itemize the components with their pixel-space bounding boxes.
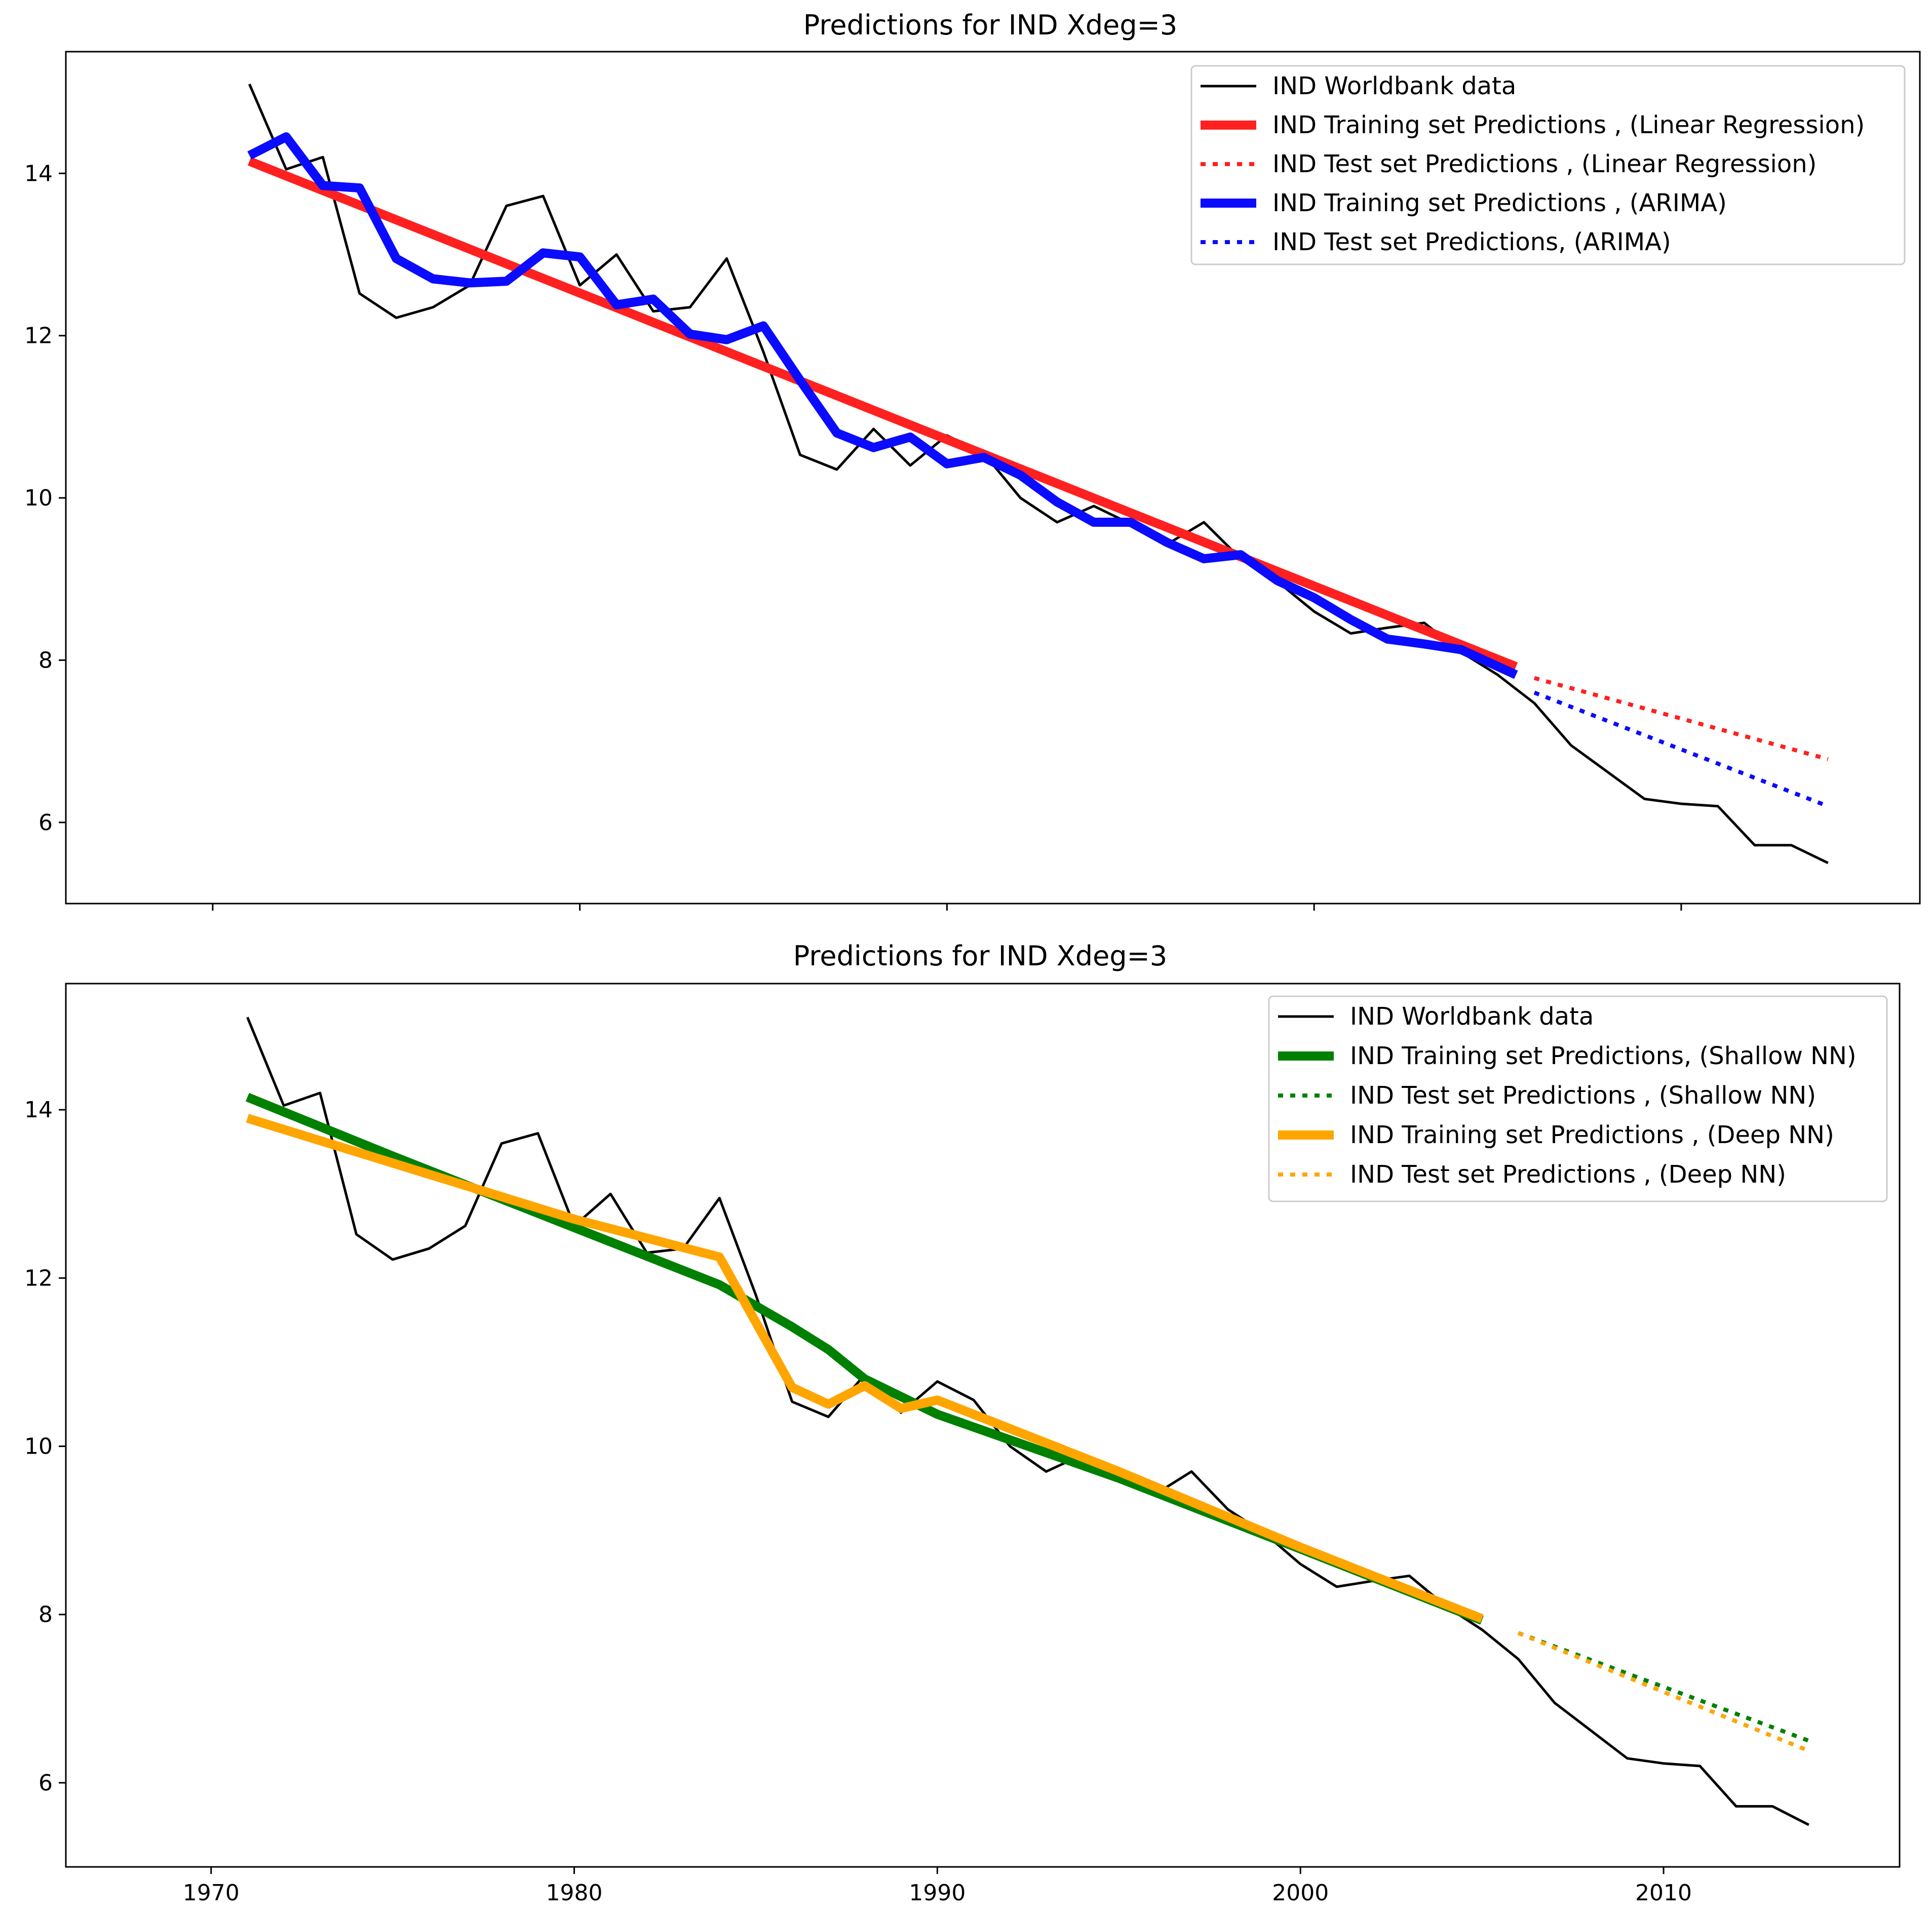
- legend-label-0: IND Worldbank data: [1350, 1002, 1594, 1031]
- legend-label-4: IND Test set Predictions, (ARIMA): [1272, 228, 1671, 256]
- legend-label-1: IND Training set Predictions, (Shallow N…: [1350, 1042, 1857, 1070]
- x-axis-top: [212, 904, 1682, 911]
- legend-box-bottom: [1268, 995, 1888, 1202]
- y-tick-label-12: 12: [24, 323, 53, 349]
- series-line-1: [248, 157, 1518, 671]
- x-tick-label-2010: 2010: [1635, 1880, 1692, 1906]
- legend-label-2: IND Test set Predictions , (Shallow NN): [1350, 1081, 1816, 1110]
- series-line-3: [247, 132, 1518, 679]
- chart-top: Predictions for IND Xdeg=3 6 8 10 12 14 IND …: [24, 9, 1921, 911]
- legend-items-top: IND Worldbank data IND Training set Predi…: [1201, 72, 1865, 256]
- chart-bottom: Predictions for IND Xdeg=3 6 8 10 12 14 1970…: [24, 940, 1901, 1906]
- y-tick-label-6: 6: [38, 810, 53, 836]
- y-tick-label-12: 12: [24, 1265, 53, 1291]
- legend-top: IND Worldbank data IND Training set Predi…: [1190, 65, 1906, 265]
- legend-bottom: IND Worldbank data IND Training set Predi…: [1268, 995, 1888, 1202]
- x-axis-bottom: 1970 1980 1990 2000 2010: [183, 1867, 1692, 1906]
- y-tick-label-8: 8: [38, 1602, 53, 1628]
- legend-label-3: IND Training set Predictions , (ARIMA): [1272, 189, 1727, 217]
- series-line-4: [1517, 1631, 1810, 1753]
- plot-area-top: [65, 51, 1921, 905]
- series-line-4: [1533, 690, 1829, 808]
- plot-area-bottom: [65, 983, 1901, 1868]
- y-tick-label-14: 14: [24, 161, 53, 186]
- legend-items-bottom: IND Worldbank data IND Training set Predi…: [1278, 1002, 1857, 1189]
- y-tick-label-10: 10: [24, 1434, 53, 1460]
- y-tick-label-10: 10: [24, 485, 53, 511]
- x-tick-label-1980: 1980: [546, 1880, 603, 1906]
- x-tick-label-1990: 1990: [909, 1880, 965, 1906]
- series-layer-top: [247, 84, 1829, 865]
- legend-label-1: IND Training set Predictions , (Linear R…: [1272, 111, 1865, 139]
- series-line-2: [1533, 676, 1829, 761]
- y-tick-label-8: 8: [38, 647, 53, 673]
- legend-label-3: IND Training set Predictions , (Deep NN): [1350, 1121, 1834, 1149]
- chart-title-top: Predictions for IND Xdeg=3: [803, 9, 1177, 41]
- y-tick-label-14: 14: [24, 1097, 53, 1123]
- legend-label-2: IND Test set Predictions , (Linear Regre…: [1272, 150, 1817, 178]
- series-layer-bottom: [246, 1017, 1810, 1826]
- chart-title-bottom: Predictions for IND Xdeg=3: [793, 940, 1167, 972]
- x-tick-label-2000: 2000: [1272, 1880, 1329, 1906]
- series-line-2: [1517, 1631, 1810, 1743]
- y-tick-label-6: 6: [38, 1770, 53, 1796]
- series-line-3: [246, 1114, 1484, 1623]
- y-axis-top: 6 8 10 12 14: [24, 161, 66, 836]
- series-line-0: [248, 84, 1829, 865]
- x-tick-label-1970: 1970: [183, 1880, 240, 1906]
- legend-box-top: [1190, 65, 1906, 265]
- series-line-0: [246, 1017, 1809, 1826]
- y-axis-bottom: 6 8 10 12 14: [24, 1097, 66, 1796]
- legend-label-4: IND Test set Predictions , (Deep NN): [1350, 1160, 1786, 1189]
- legend-label-0: IND Worldbank data: [1272, 72, 1516, 100]
